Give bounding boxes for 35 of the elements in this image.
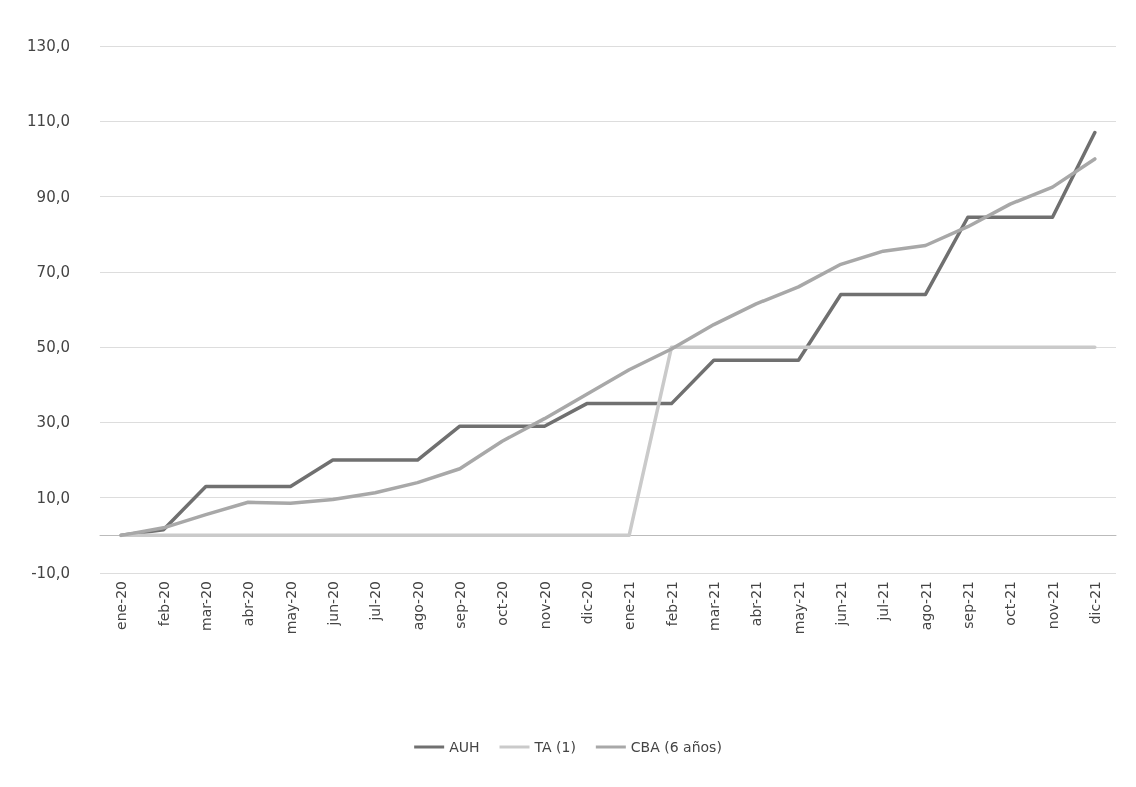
x-tick-label: jun-21 <box>832 581 849 627</box>
y-tick-label: 10,0 <box>36 488 70 507</box>
x-tick-label: abr-20 <box>240 581 257 627</box>
x-tick-label: ago-20 <box>409 581 426 631</box>
x-tick-label: jul-20 <box>367 581 384 622</box>
x-tick-label: nov-21 <box>1044 581 1061 630</box>
y-tick-label: 70,0 <box>36 262 70 281</box>
y-tick-label: 30,0 <box>36 413 70 432</box>
legend-label: CBA (6 años) <box>630 739 722 755</box>
x-tick-label: ago-21 <box>917 581 934 631</box>
y-tick-label: 50,0 <box>36 338 70 357</box>
x-tick-label: sep-21 <box>959 581 976 629</box>
x-tick-label: jun-20 <box>324 581 341 627</box>
x-tick-label: mar-20 <box>197 581 214 631</box>
x-tick-label: nov-20 <box>536 581 553 630</box>
x-tick-label: jul-21 <box>875 581 892 622</box>
x-tick-label: abr-21 <box>748 581 765 627</box>
x-tick-label: may-21 <box>790 581 807 635</box>
x-tick-label: oct-20 <box>494 581 511 626</box>
x-tick-label: feb-20 <box>155 581 172 627</box>
y-tick-label: -10,0 <box>31 564 70 582</box>
x-tick-label: ene-20 <box>113 581 130 630</box>
legend-label: AUH <box>449 739 480 755</box>
y-tick-label: 90,0 <box>36 187 70 206</box>
x-tick-label: mar-21 <box>705 581 722 631</box>
x-tick-label: dic-20 <box>578 581 595 625</box>
legend-label: TA (1) <box>533 739 576 755</box>
x-tick-label: sep-20 <box>451 581 468 629</box>
y-tick-label: 130,0 <box>27 37 70 55</box>
x-tick-label: may-20 <box>282 581 299 635</box>
x-tick-label: ene-21 <box>621 581 638 630</box>
x-tick-label: oct-21 <box>1002 581 1019 626</box>
x-tick-label: dic-21 <box>1086 581 1103 625</box>
x-tick-label: feb-21 <box>663 581 680 627</box>
y-tick-label: 110,0 <box>27 112 70 131</box>
